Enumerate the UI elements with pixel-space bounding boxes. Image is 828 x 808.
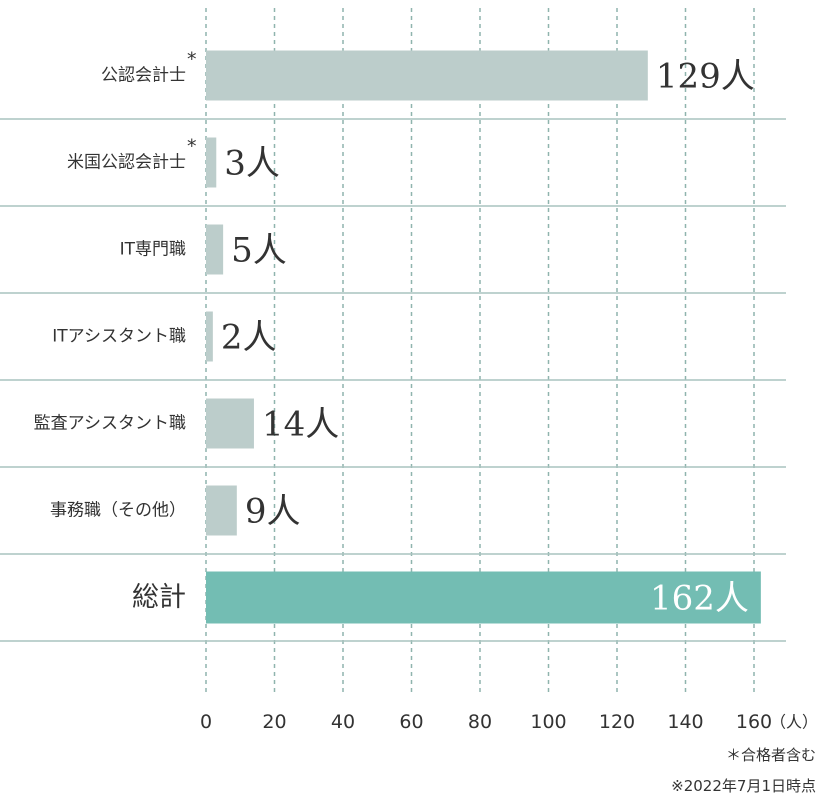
bar-6 [206,571,761,624]
x-axis-unit: （人） [770,713,818,732]
x-axis-tick-labels: 0 20 40 60 80 100 120 140 160（人） [200,711,818,733]
category-label: 公認会計士 [101,66,186,86]
value-label: 5人 [231,231,287,271]
category-label: IT専門職 [120,240,186,260]
x-tick-label: 100 [530,711,566,733]
value-label: 14人 [262,405,339,445]
footnote-date: ※2022年7月1日時点 [671,777,816,795]
category-label: 事務職（その他） [50,501,186,521]
asterisk-mark: * [187,136,197,158]
x-tick-label: 80 [468,711,492,733]
bar-4 [206,398,254,449]
bars [206,50,761,624]
value-label: 2人 [221,318,277,358]
x-tick-label: 140 [667,711,703,733]
x-tick-label: 160 [736,711,772,733]
value-labels: 129人 3人 5人 2人 14人 9人 162人 [221,57,755,619]
category-label: ITアシスタント職 [52,327,186,347]
row-separators [0,118,786,642]
value-label: 129人 [656,57,755,97]
value-label: 3人 [224,144,280,184]
x-tick-label: 120 [599,711,635,733]
value-label: 9人 [245,492,301,532]
x-tick-label: 0 [200,711,212,733]
category-label: 総計 [132,582,186,613]
bar-0 [206,50,648,101]
category-label: 米国公認会計士 [67,153,186,173]
asterisk-mark: * [187,49,197,71]
category-label: 監査アシスタント職 [34,414,186,434]
bar-2 [206,224,224,275]
x-tick-label: 60 [399,711,423,733]
value-label: 162人 [650,579,749,619]
x-tick-label: 40 [331,711,355,733]
footnote-asterisk: ＊合格者含む [725,746,816,764]
bar-5 [206,485,237,536]
bar-1 [206,137,217,188]
x-tick-label: 20 [262,711,286,733]
category-labels: 公認会計士*米国公認会計士*IT専門職ITアシスタント職監査アシスタント職事務職… [34,49,197,614]
bar-3 [206,311,213,362]
